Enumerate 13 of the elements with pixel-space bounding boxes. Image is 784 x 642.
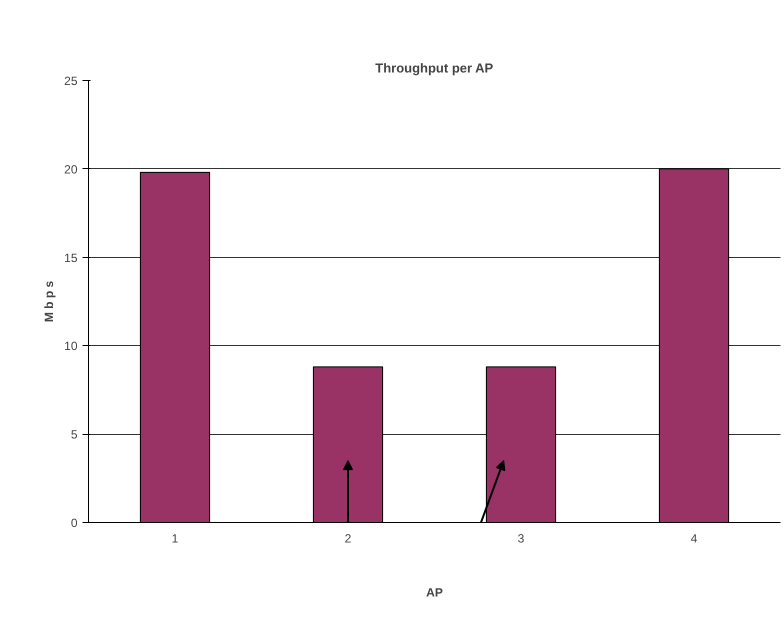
y-tick-label: 0 [70, 516, 78, 530]
y-axis-title: M b p s [42, 280, 56, 322]
x-tick-label: 1 [172, 532, 179, 546]
y-tick-label: 15 [64, 250, 78, 265]
y-tick-label: 5 [70, 428, 78, 442]
x-tick-label: 3 [518, 532, 525, 546]
y-tick-label: 20 [64, 162, 78, 176]
y-tick-label: 10 [64, 339, 78, 354]
x-tick-label: 4 [690, 532, 698, 546]
y-tick-label: 25 [64, 74, 78, 88]
x-tick-label: 2 [344, 532, 352, 546]
x-axis-title: AP [426, 586, 443, 600]
chart-title: Throughput per AP [375, 60, 494, 76]
